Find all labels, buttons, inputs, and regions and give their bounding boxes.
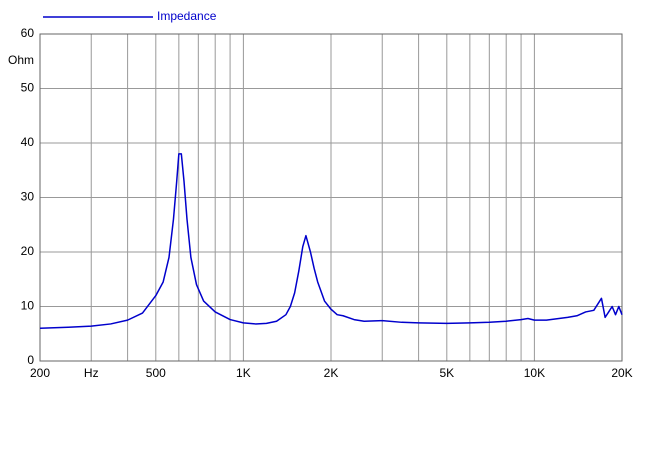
x-tick-label: 10K [524,366,545,380]
y-tick-label: 0 [27,353,34,367]
y-tick-label: 10 [21,299,35,313]
x-tick-label: 20K [611,366,632,380]
x-tick-label: 5K [439,366,454,380]
x-tick-label: 1K [236,366,251,380]
y-tick-label: 50 [21,81,35,95]
y-tick-label: 60 [21,26,35,40]
impedance-line [39,153,623,330]
x-tick-label: 500 [146,366,166,380]
legend-label: Impedance [157,9,217,23]
plot-frame [39,33,623,362]
x-tick-label: 200 [30,366,50,380]
x-tick-label: Hz [84,366,99,380]
y-tick-label: 40 [21,135,35,149]
y-axis-label: Ohm [8,53,34,67]
y-tick-label: 30 [21,190,35,204]
x-tick-label: 2K [324,366,339,380]
y-tick-label: 20 [21,244,35,258]
